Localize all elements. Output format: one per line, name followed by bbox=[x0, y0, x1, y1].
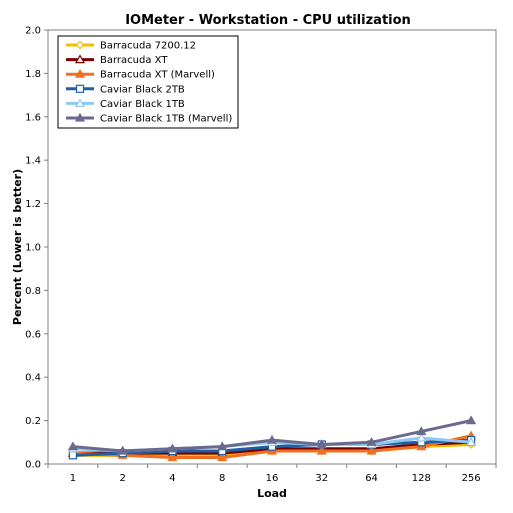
legend-marker bbox=[75, 40, 85, 50]
y-tick-label: 1.8 bbox=[25, 69, 41, 80]
data-point bbox=[68, 451, 77, 460]
legend-marker bbox=[74, 98, 86, 108]
x-tick-label: 256 bbox=[462, 473, 481, 484]
y-tick-label: 1.0 bbox=[25, 243, 41, 254]
chart-title: IOMeter - Workstation - CPU utilization bbox=[125, 13, 411, 28]
y-tick-label: 0.8 bbox=[25, 286, 41, 297]
x-axis: 1 2 4 8 16 32 64 128 256 bbox=[47, 464, 497, 484]
data-point bbox=[217, 441, 228, 451]
y-axis: 0.0 0.2 0.4 0.6 0.8 1.0 1.2 1.4 1.6 1.8 2.0 bbox=[25, 26, 48, 471]
data-point bbox=[266, 434, 278, 444]
legend-marker bbox=[74, 68, 86, 78]
data-point bbox=[416, 426, 427, 436]
x-axis-label: Load bbox=[257, 487, 287, 500]
data-point bbox=[67, 441, 78, 451]
series-6 bbox=[67, 415, 477, 455]
legend-item: Caviar Black 1TB (Marvell) bbox=[66, 112, 232, 125]
data-point bbox=[366, 445, 377, 455]
legend-marker bbox=[74, 54, 86, 64]
data-point bbox=[217, 452, 228, 462]
data-point bbox=[316, 439, 327, 449]
data-point bbox=[316, 445, 327, 455]
legend-label: Barracuda 7200.12 bbox=[100, 41, 196, 52]
x-tick-label: 1 bbox=[70, 473, 76, 484]
legend-label: Caviar Black 1TB bbox=[100, 99, 185, 110]
legend-label: Barracuda XT (Marvell) bbox=[100, 70, 215, 81]
y-tick-label: 0.0 bbox=[25, 460, 41, 471]
y-tick-label: 0.4 bbox=[25, 373, 41, 384]
x-tick-label: 4 bbox=[169, 473, 175, 484]
legend-item: Barracuda XT (Marvell) bbox=[66, 68, 215, 81]
legend-label: Caviar Black 2TB bbox=[100, 84, 185, 95]
legend-box bbox=[57, 35, 239, 129]
data-point bbox=[167, 452, 178, 462]
legend: Barracuda 7200.12 Barracuda XT Barracuda X… bbox=[57, 35, 239, 129]
legend-marker bbox=[74, 112, 86, 122]
legend-label: Caviar Black 1TB (Marvell) bbox=[100, 114, 232, 125]
x-tick-label: 2 bbox=[119, 473, 125, 484]
data-point bbox=[416, 432, 427, 442]
y-tick-label: 0.6 bbox=[25, 329, 41, 340]
x-tick-label: 16 bbox=[266, 473, 279, 484]
series-layer bbox=[67, 415, 477, 462]
y-tick-label: 0.2 bbox=[25, 416, 41, 427]
data-point bbox=[466, 415, 477, 425]
y-tick-label: 2.0 bbox=[25, 26, 41, 37]
legend-item: Caviar Black 2TB bbox=[66, 84, 185, 95]
data-point bbox=[117, 445, 128, 455]
data-point bbox=[167, 443, 178, 453]
data-point bbox=[366, 437, 377, 446]
x-tick-label: 128 bbox=[412, 473, 431, 484]
legend-item: Barracuda XT bbox=[66, 54, 168, 66]
legend-marker bbox=[75, 84, 85, 93]
y-tick-label: 1.6 bbox=[25, 112, 41, 123]
x-tick-label: 32 bbox=[315, 473, 328, 484]
x-tick-label: 64 bbox=[365, 473, 378, 484]
x-tick-label: 8 bbox=[219, 473, 225, 484]
y-tick-label: 1.4 bbox=[25, 156, 41, 167]
legend-item: Barracuda 7200.12 bbox=[66, 41, 196, 52]
legend-label: Barracuda XT bbox=[100, 55, 168, 66]
legend-item: Caviar Black 1TB bbox=[66, 98, 185, 110]
y-tick-label: 1.2 bbox=[25, 199, 41, 210]
y-axis-label: Percent (Lower is better) bbox=[11, 169, 24, 325]
data-point bbox=[466, 437, 477, 446]
